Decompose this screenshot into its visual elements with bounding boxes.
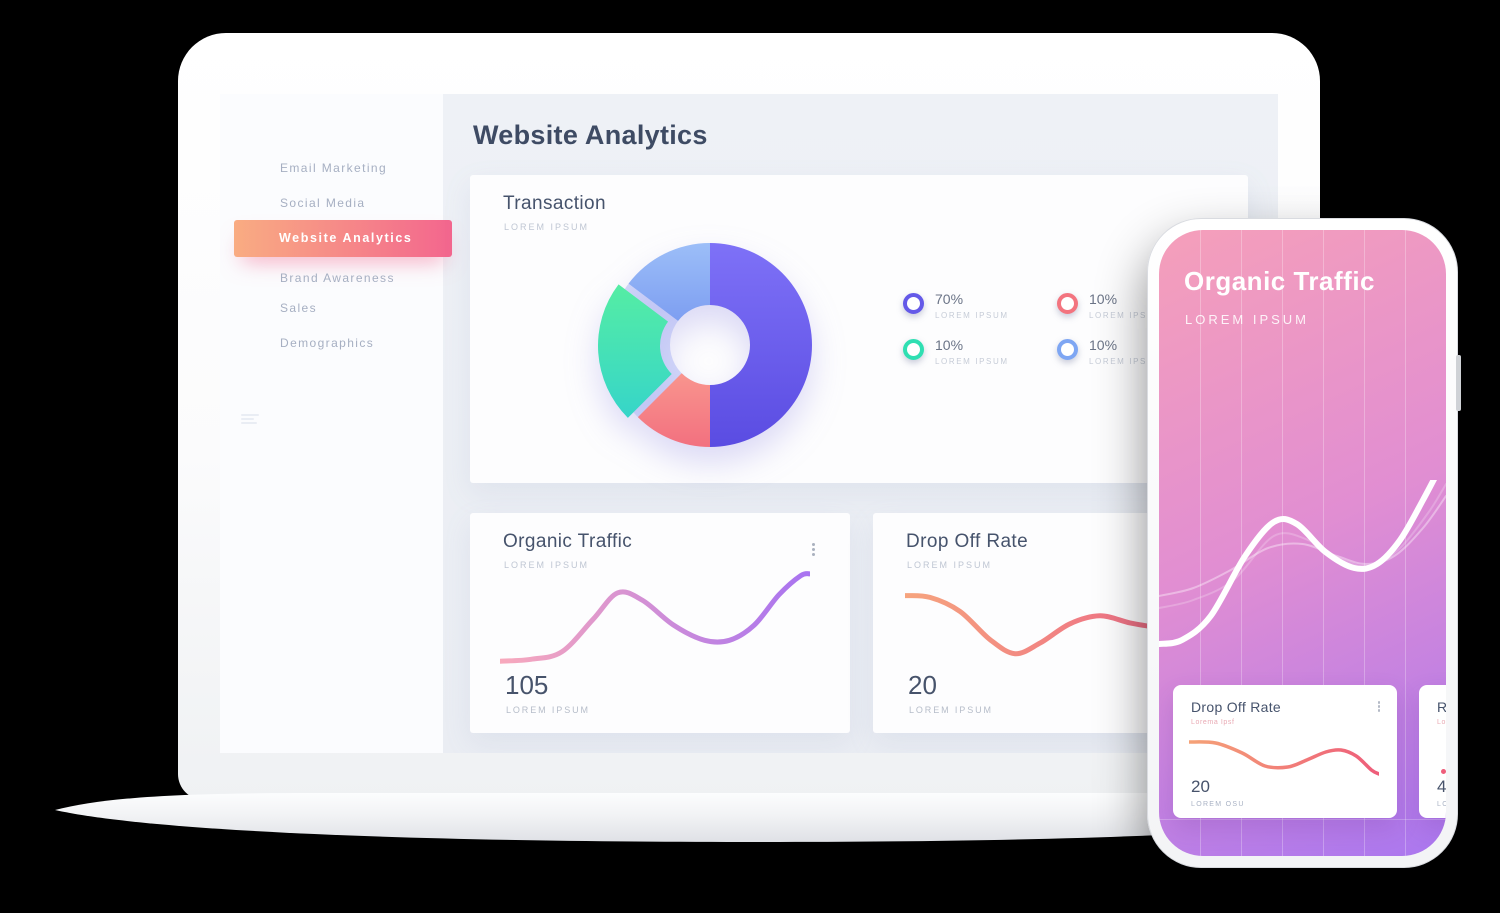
grid-line	[1282, 230, 1283, 856]
dashboard-screen: Email Marketing Social Media Website Ana…	[220, 94, 1278, 753]
phone-drop-off-rate-card: Drop Off Rate Lorema Ipsf 20 LOREM OSU	[1173, 685, 1397, 818]
transaction-card-subtitle: LOREM IPSUM	[504, 222, 590, 232]
phone-card-value: 4	[1437, 777, 1446, 796]
sidebar-item-brand-awareness[interactable]: Brand Awareness	[280, 271, 395, 285]
legend-value: 10%	[1089, 337, 1118, 353]
phone-screen: Organic Traffic LOREM IPSUM Drop Off Rat…	[1159, 230, 1446, 856]
organic-traffic-value: 105	[505, 670, 549, 700]
sidebar-item-sales[interactable]: Sales	[280, 301, 318, 315]
kebab-menu-icon[interactable]	[808, 543, 818, 559]
grid-line	[1159, 819, 1446, 820]
drop-off-rate-line-chart	[905, 593, 1155, 657]
legend-ring-blue-icon	[1057, 339, 1078, 360]
legend-item-70: 70% LOREM IPSUM	[903, 292, 1009, 320]
organic-traffic-card-subtitle: LOREM IPSUM	[504, 560, 590, 570]
legend-item-10-red: 10% LOREM IPSUM	[1057, 292, 1163, 320]
phone-card-subtitle: Lorema Ipsf	[1191, 719, 1235, 726]
sidebar-item-demographics[interactable]: Demographics	[280, 336, 375, 350]
organic-traffic-line-chart	[500, 571, 810, 664]
menu-icon[interactable]	[241, 414, 259, 427]
transaction-card-title: Transaction	[503, 193, 606, 214]
legend-ring-purple-icon	[903, 293, 924, 314]
drop-off-rate-card-title: Drop Off Rate	[906, 531, 1029, 552]
sidebar: Email Marketing Social Media Website Ana…	[220, 94, 452, 753]
sidebar-item-website-analytics-active[interactable]: Website Analytics	[234, 220, 452, 257]
legend-label: LOREM IPSUM	[1089, 311, 1163, 320]
grid-line	[1405, 230, 1406, 856]
phone-card-line-chart	[1189, 740, 1379, 776]
legend-value: 70%	[935, 291, 964, 307]
transaction-card: Transaction LOREM IPSUM 70% LOREM IPSUM …	[470, 175, 1248, 483]
phone-card-subtitle: Lo	[1437, 719, 1446, 726]
phone-page-title: Organic Traffic	[1184, 266, 1375, 296]
page-title: Website Analytics	[473, 120, 708, 150]
phone-card-value: 20	[1191, 777, 1210, 796]
legend-item-10-blue: 10% LOREM IPSUM	[1057, 338, 1163, 366]
organic-traffic-card-title: Organic Traffic	[503, 531, 633, 552]
laptop-base	[55, 793, 1455, 842]
grid-line	[1364, 230, 1365, 856]
drop-off-rate-card-subtitle: LOREM IPSUM	[907, 560, 993, 570]
phone-side-button	[1456, 355, 1461, 411]
phone-partial-card: R Lo 4 LO	[1419, 685, 1446, 818]
phone-card-value-label: LOREM OSU	[1191, 801, 1245, 808]
phone-mockup: Organic Traffic LOREM IPSUM Drop Off Rat…	[1147, 218, 1461, 868]
drop-off-rate-value: 20	[908, 670, 937, 700]
legend-value: 10%	[935, 337, 964, 353]
transaction-donut-chart	[598, 243, 812, 447]
phone-hero-line-chart	[1159, 480, 1446, 647]
legend-item-10-teal: 10% LOREM IPSUM	[903, 338, 1009, 366]
phone-card-title: Drop Off Rate	[1191, 699, 1282, 715]
organic-traffic-value-label: LOREM IPSUM	[506, 705, 590, 715]
phone-card-value-label: LO	[1437, 801, 1446, 808]
sidebar-item-email-marketing[interactable]: Email Marketing	[280, 161, 388, 175]
grid-line	[1323, 230, 1324, 856]
legend-ring-red-icon	[1057, 293, 1078, 314]
legend-label: LOREM IPSUM	[935, 357, 1009, 366]
legend-label: LOREM IPSUM	[935, 311, 1009, 320]
grid-line	[1200, 230, 1201, 856]
phone-card-title: R	[1437, 699, 1446, 715]
legend-ring-teal-icon	[903, 339, 924, 360]
phone-page-subtitle: LOREM IPSUM	[1185, 312, 1310, 327]
grid-line	[1241, 230, 1242, 856]
drop-off-rate-value-label: LOREM IPSUM	[909, 705, 993, 715]
kebab-menu-icon[interactable]	[1375, 701, 1383, 714]
legend-value: 10%	[1089, 291, 1118, 307]
chart-point-dot	[1441, 769, 1446, 774]
sidebar-item-social-media[interactable]: Social Media	[280, 196, 366, 210]
legend-label: LOREM IPSUM	[1089, 357, 1163, 366]
organic-traffic-card: Organic Traffic LOREM IPSUM 105 LOREM IP…	[470, 513, 850, 733]
